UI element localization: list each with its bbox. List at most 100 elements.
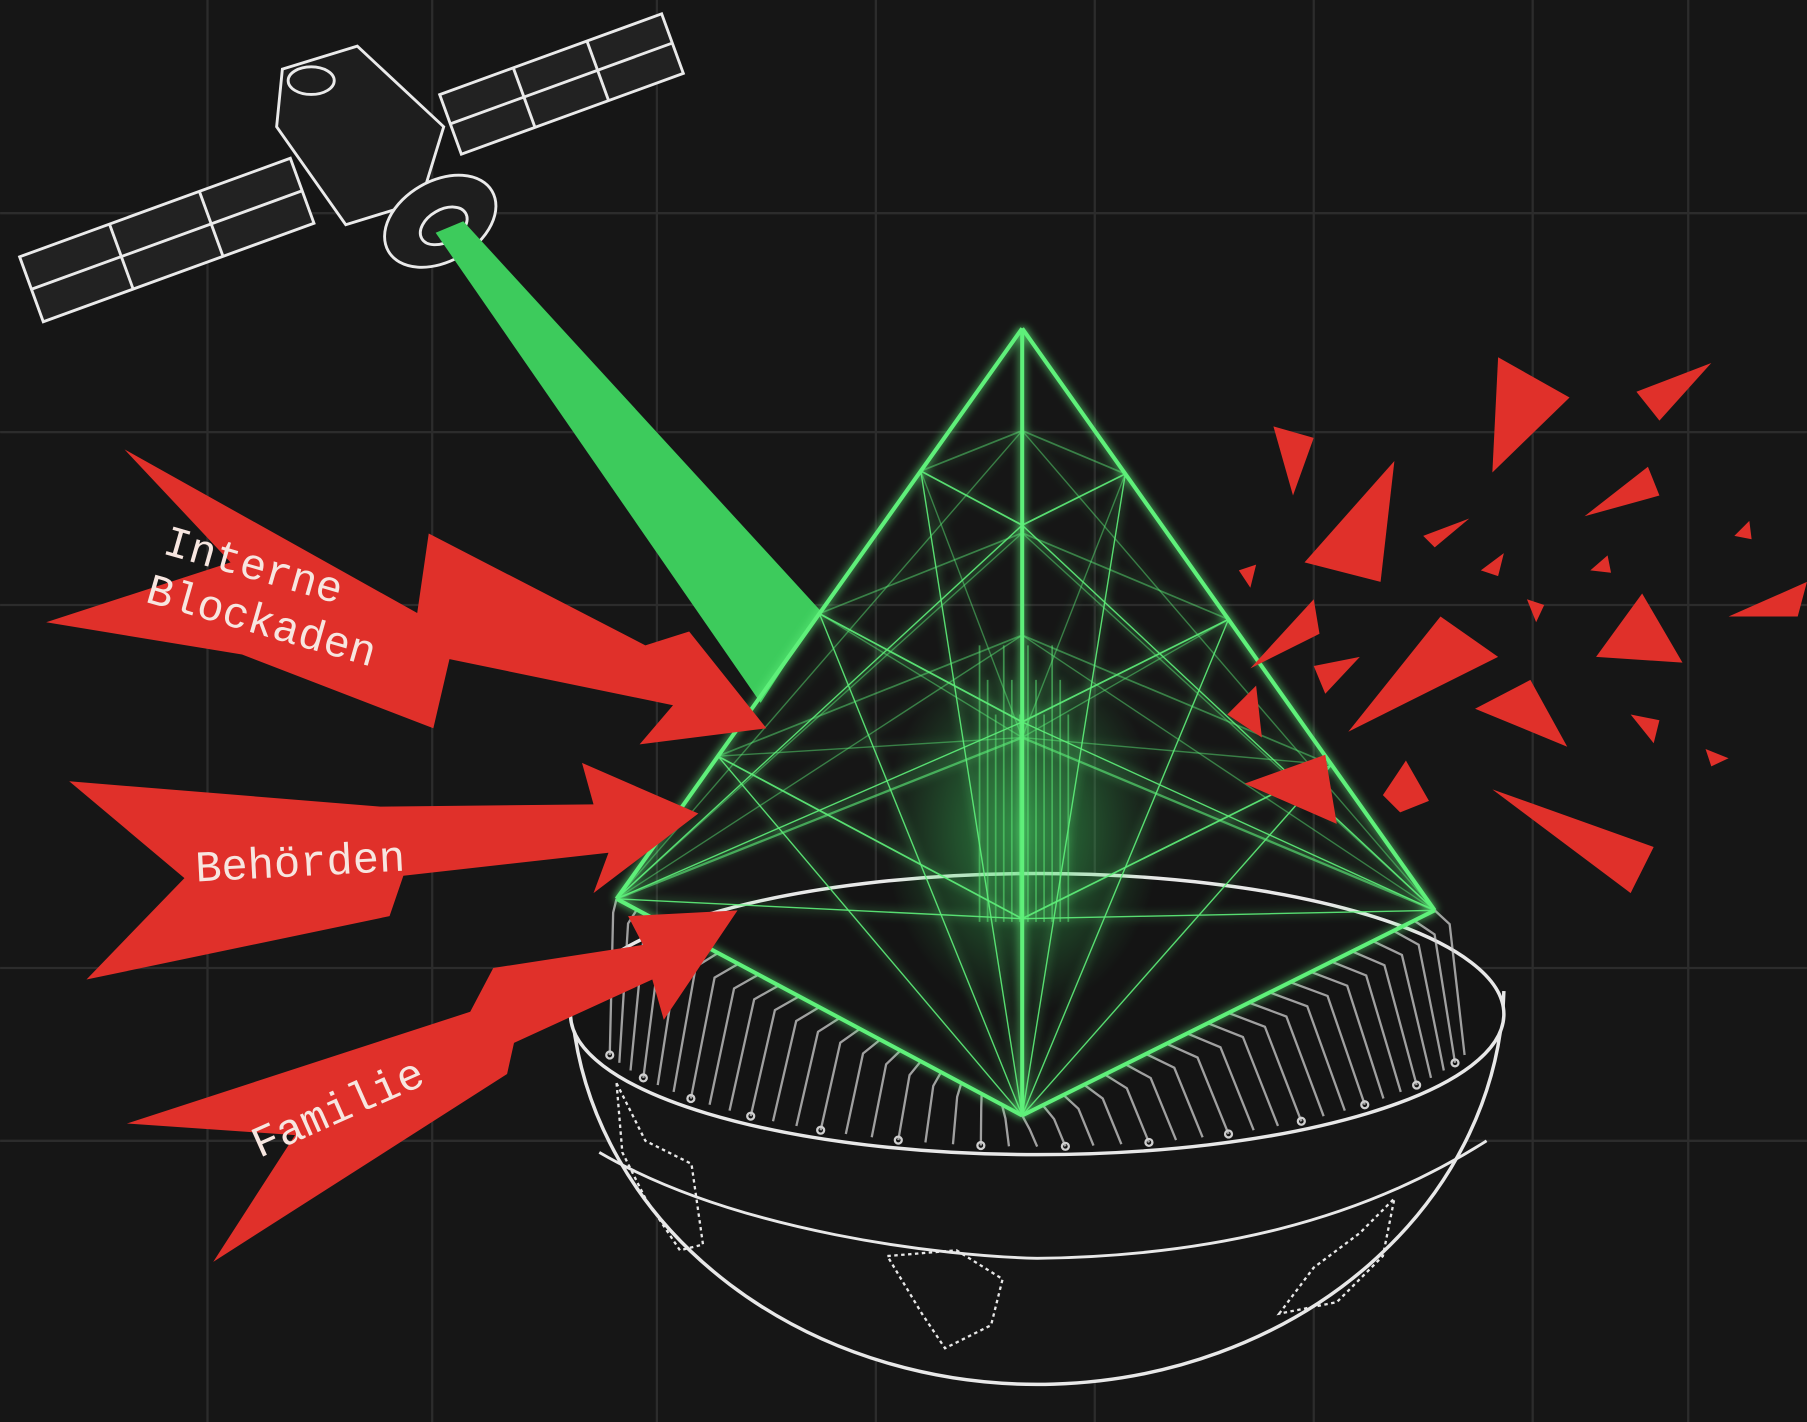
trace-pad xyxy=(1223,1129,1234,1139)
arrow xyxy=(46,449,767,745)
shard xyxy=(1492,357,1570,473)
shard xyxy=(1423,518,1470,548)
green-beam xyxy=(435,221,821,703)
pyramid-edge xyxy=(1021,429,1126,475)
continent xyxy=(885,1249,1004,1350)
pyramid-edge xyxy=(616,898,1023,920)
shard xyxy=(1636,362,1712,421)
trace-pad xyxy=(1060,1141,1071,1151)
pyramid-edge xyxy=(920,470,1023,526)
shard xyxy=(1273,426,1314,496)
circuit-trace xyxy=(608,898,618,1056)
circuit-trace xyxy=(1124,1063,1178,1141)
solar-panel xyxy=(437,11,686,157)
shard xyxy=(1492,789,1654,894)
trace-pad xyxy=(816,1125,826,1135)
pyramid-edge xyxy=(717,755,1023,920)
circuit-trace xyxy=(1062,1094,1095,1146)
circuit-trace xyxy=(1372,940,1433,1079)
circuit-trace xyxy=(924,1071,943,1143)
trace-pad xyxy=(605,1050,615,1060)
circuit-trace xyxy=(1392,929,1445,1071)
shard xyxy=(1348,616,1499,732)
circuit-trace xyxy=(1228,1011,1303,1122)
circuit-trace xyxy=(951,1082,963,1145)
pyramid-edge xyxy=(1021,532,1229,621)
pyramid-edge xyxy=(717,755,1023,1116)
shard xyxy=(1475,679,1568,747)
shard xyxy=(1313,656,1360,694)
trace-pad xyxy=(1360,1100,1370,1110)
antenna xyxy=(286,65,336,96)
circuit-trace xyxy=(689,962,739,1099)
shard xyxy=(1480,553,1504,577)
shard xyxy=(1584,466,1660,517)
circuit-trace xyxy=(979,1093,983,1146)
circuit-trace xyxy=(870,1049,902,1138)
trace-pad xyxy=(1450,1058,1460,1068)
trace-pad xyxy=(1412,1080,1422,1090)
pyramid-edge xyxy=(1021,473,1127,1116)
circuit-trace xyxy=(1104,1073,1151,1143)
pyramid-edge xyxy=(1021,430,1436,911)
shard xyxy=(1304,460,1395,582)
trace-pad xyxy=(1296,1116,1306,1126)
pyramid-edge xyxy=(1021,473,1126,738)
circuit-trace xyxy=(708,973,760,1106)
circuit-trace xyxy=(1021,1114,1039,1148)
continent xyxy=(1276,1194,1397,1316)
pyramid-edge xyxy=(1021,618,1229,723)
panel-line xyxy=(449,41,673,126)
pyramid-edge xyxy=(1021,634,1436,911)
shard xyxy=(1734,520,1752,540)
shard xyxy=(1596,593,1683,663)
circuit-trace xyxy=(1433,909,1466,1056)
circuit-trace xyxy=(771,1006,820,1122)
trace-pad xyxy=(976,1140,986,1151)
trace-pad xyxy=(686,1093,696,1104)
circuit-trace xyxy=(1310,970,1385,1099)
circuit-trace xyxy=(1413,919,1457,1064)
circuit-trace xyxy=(1248,1001,1325,1117)
circuit-trace xyxy=(844,1038,881,1135)
circuit-trace xyxy=(1289,981,1366,1106)
pyramid-edge xyxy=(1021,524,1436,911)
shard xyxy=(1244,754,1337,824)
pyramid-edge xyxy=(717,736,1023,757)
pyramid-edge xyxy=(920,429,1023,472)
pyramid-edge xyxy=(819,532,1023,615)
arrow xyxy=(126,910,738,1262)
pyramid-edge xyxy=(717,634,1023,758)
pyramid-edge xyxy=(920,470,1023,738)
circuit-trace xyxy=(1207,1022,1280,1127)
circuit-trace xyxy=(795,1017,841,1127)
circuit-trace xyxy=(1166,1042,1230,1135)
shard xyxy=(1630,714,1660,744)
shard xyxy=(1238,564,1257,588)
solar-panel xyxy=(17,156,316,324)
pyramid-edge xyxy=(616,634,1023,900)
circuit-trace xyxy=(819,1027,861,1131)
trace-pad xyxy=(1144,1137,1154,1148)
shard xyxy=(1705,749,1729,767)
shard xyxy=(1590,555,1612,573)
shard xyxy=(1382,760,1429,813)
circuit-trace xyxy=(749,995,800,1117)
shard xyxy=(1526,599,1545,623)
pyramid-edge xyxy=(1021,908,1436,1118)
circuit-trace xyxy=(1041,1104,1067,1147)
circuit-trace xyxy=(1351,950,1418,1086)
circuit-trace xyxy=(1083,1083,1123,1145)
pyramid-edge xyxy=(1022,736,1332,766)
trace-pad xyxy=(893,1135,903,1145)
trace-pad xyxy=(746,1111,756,1121)
arrow-label: Behörden xyxy=(194,836,406,896)
pyramid-edge xyxy=(1021,473,1126,526)
panel-line xyxy=(30,189,303,291)
pyramid-edge xyxy=(1021,764,1333,1116)
circuit-trace xyxy=(1000,1104,1011,1147)
circuit-trace xyxy=(1186,1032,1255,1131)
circuit-trace xyxy=(897,1060,922,1141)
circuit-trace xyxy=(728,984,780,1111)
